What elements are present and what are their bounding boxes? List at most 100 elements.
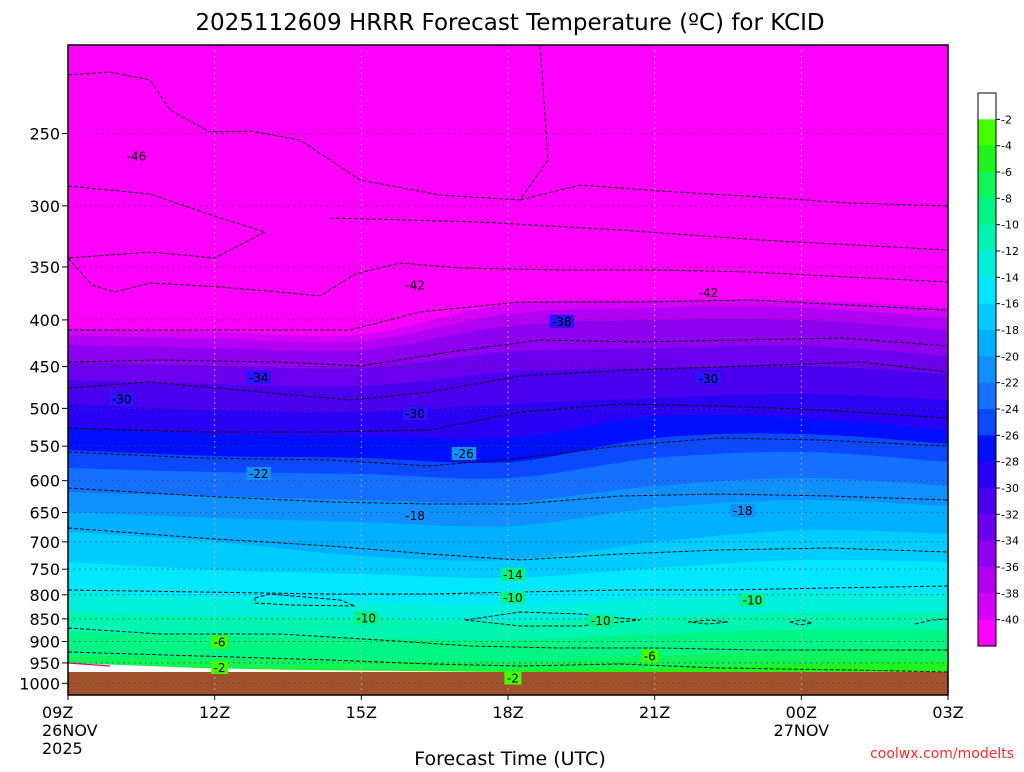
contour-label: -18 <box>405 509 425 523</box>
contour-label-bg <box>353 611 379 625</box>
contour-label: -30 <box>405 407 425 421</box>
colorbar-label: -16 <box>1001 298 1019 311</box>
y-axis-ticks: 250 300 350 400 450 500 550 600 650 700 750 800 850 9… <box>19 124 68 693</box>
colorbar-swatch <box>978 409 996 436</box>
contour-label-bg <box>730 504 755 518</box>
contour-label: -34 <box>249 371 269 385</box>
colorbar-swatch <box>978 567 996 594</box>
contour-label-bg <box>588 614 614 628</box>
contour-line <box>254 593 356 607</box>
contour-line <box>68 185 267 259</box>
contour-line <box>68 627 948 651</box>
colorbar-swatch <box>978 514 996 542</box>
contour-label: -10 <box>591 614 611 628</box>
x-tick-year: 2025 <box>42 739 83 758</box>
contour-line <box>789 619 813 626</box>
plot-area <box>68 45 948 695</box>
colorbar-label: -4 <box>1001 140 1012 153</box>
contour-line <box>519 184 948 207</box>
colorbar-swatch <box>978 593 996 621</box>
contour-label-bg <box>402 406 428 420</box>
contour-label: -14 <box>503 568 523 582</box>
contour-label-bg <box>504 671 522 685</box>
y-tick-label: 650 <box>29 503 60 522</box>
colorbar-label: -14 <box>1001 271 1019 284</box>
contour-line <box>68 257 948 297</box>
colorbar-label: -38 <box>1001 587 1019 600</box>
surface-contour-segment <box>68 662 111 667</box>
x-tick-date: 26NOV <box>42 721 98 740</box>
contour-label: -26 <box>454 447 474 461</box>
x-tick-label: 21Z <box>639 703 670 722</box>
contour-label: -30 <box>112 393 132 407</box>
colorbar-swatch <box>978 330 996 357</box>
colorbar-swatch <box>978 488 996 515</box>
contour-label: -46 <box>127 150 147 164</box>
colorbar-label: -40 <box>1001 614 1019 627</box>
credit-link[interactable]: coolwx.com/modelts <box>870 746 1014 762</box>
y-tick-label: 250 <box>29 124 60 143</box>
contour-label: -10 <box>356 611 376 625</box>
contour-label: -42 <box>699 286 719 300</box>
contour-label-bg <box>641 649 659 663</box>
contour-line <box>68 527 948 561</box>
contour-line <box>68 45 549 201</box>
x-tick-date: 27NOV <box>774 721 830 740</box>
colorbar-swatch <box>978 251 996 278</box>
contour-label: -6 <box>644 650 656 664</box>
y-tick-label: 500 <box>29 399 60 418</box>
x-tick-label: 12Z <box>199 703 230 722</box>
colorbar-swatch <box>978 172 996 199</box>
colorbar-swatch <box>978 198 996 226</box>
y-tick-label: 600 <box>29 472 60 491</box>
colorbar-swatch <box>978 277 996 305</box>
contour-label: -18 <box>733 504 753 518</box>
colorbar-label: -34 <box>1001 535 1019 548</box>
colorbar-label: -26 <box>1001 429 1019 442</box>
y-tick-label: 850 <box>29 610 60 629</box>
contour-label-bg <box>211 660 229 674</box>
contour-label-bg <box>402 278 428 292</box>
contour-label-bg <box>211 635 229 649</box>
contour-line <box>687 619 729 625</box>
contour-label: -42 <box>405 279 425 293</box>
chart-title: 2025112609 HRRR Forecast Temperature (ºC… <box>195 10 824 36</box>
contour-label: -30 <box>699 372 719 386</box>
contour-label-bg <box>451 447 477 461</box>
colorbar-swatch <box>978 382 996 410</box>
colorbar-swatch <box>978 145 996 173</box>
colorbar-swatch <box>978 619 996 647</box>
colorbar-swatch <box>978 224 996 252</box>
contour-line <box>68 299 948 331</box>
colorbar-label: -30 <box>1001 482 1019 495</box>
colorbar-label: -28 <box>1001 456 1019 469</box>
contour-label: -10 <box>743 594 763 608</box>
colorbar-swatch <box>978 93 996 120</box>
contour-line <box>68 403 948 433</box>
contour-label-bg <box>246 467 271 481</box>
contour-label: -2 <box>214 661 226 675</box>
contour-label-bg <box>402 509 428 523</box>
colorbar-label: -6 <box>1001 166 1012 179</box>
colorbar-label: -24 <box>1001 403 1019 416</box>
x-tick-label: 03Z <box>932 703 963 722</box>
colorbar-swatch <box>978 461 996 489</box>
contour-label-bg <box>696 371 721 385</box>
x-tick-label: 09Z <box>42 703 73 722</box>
contour-line <box>329 217 948 251</box>
colorbar-label: -10 <box>1001 219 1019 232</box>
contour-label-bg <box>696 286 721 300</box>
colorbar-label: -32 <box>1001 508 1019 521</box>
colorbar-swatch <box>978 356 996 384</box>
colorbar-label: -22 <box>1001 377 1019 390</box>
contour-label: -22 <box>249 467 269 481</box>
x-tick-label: 00Z <box>786 703 817 722</box>
contour-label-bg <box>500 591 526 605</box>
colorbar-label: -2 <box>1001 113 1012 126</box>
contour-label-bg <box>500 567 526 581</box>
contour-line <box>68 487 948 505</box>
x-tick-label: 18Z <box>492 703 523 722</box>
contour-label: -10 <box>503 591 523 605</box>
y-tick-label: 750 <box>29 560 60 579</box>
contour-label: -6 <box>214 635 226 649</box>
